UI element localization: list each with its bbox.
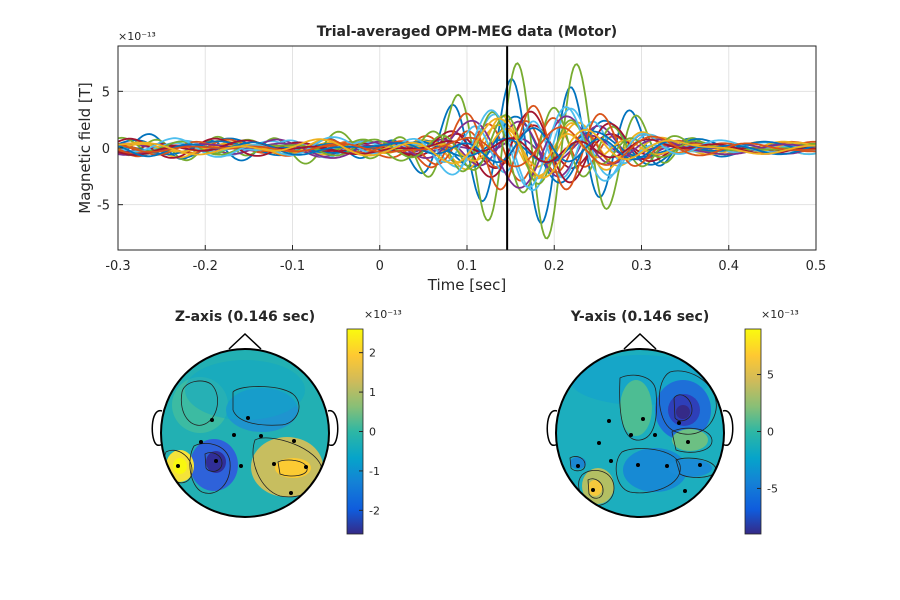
- topoplot-z-nose: [228, 332, 262, 350]
- topoplot-z-sensors: [176, 416, 308, 495]
- timeseries-y-ticks: 5 0 -5: [97, 85, 123, 214]
- topoplot-z: Z-axis (0.146 sec): [151, 308, 402, 535]
- topoplot-y-map: [556, 349, 724, 517]
- timeseries-y-exponent: ×10⁻¹³: [118, 30, 156, 43]
- colorbar-y-exponent: ×10⁻¹³: [761, 308, 799, 321]
- colorbar-tick-label: -5: [767, 482, 778, 495]
- series-line: [118, 104, 816, 191]
- timeseries-panel: -0.3 -0.2 -0.1 0 0.1 0.2 0.3 0.4 0.5 5 0 -5 Trial-…: [76, 24, 826, 294]
- topoplot-y-head-outline: [555, 348, 725, 518]
- topoplot-z-title: Z-axis (0.146 sec): [175, 309, 315, 325]
- colorbar-tick-label: -2: [369, 504, 380, 517]
- topoplot-y-title: Y-axis (0.146 sec): [570, 309, 709, 325]
- colorbar-tick-label: 0: [767, 426, 774, 439]
- x-tick-label: -0.2: [193, 259, 218, 274]
- y-tick-label: 0: [102, 142, 110, 157]
- x-tick-label: 0.1: [457, 259, 478, 274]
- y-tick-label: 5: [102, 85, 110, 100]
- colorbar-z-ticks: 2 1 0 -1 -2: [359, 347, 380, 517]
- colorbar-tick-label: 0: [369, 426, 376, 439]
- topoplot-y-sensors: [576, 417, 702, 493]
- series-line: [118, 114, 816, 185]
- colorbar-tick-label: 1: [369, 386, 376, 399]
- topoplot-z-map: [161, 349, 329, 517]
- colorbar-tick-label: 5: [767, 369, 774, 382]
- topoplot-y-nose: [623, 332, 657, 350]
- colorbar-tick-label: -1: [369, 465, 380, 478]
- timeseries-ylabel: Magnetic field [T]: [76, 82, 94, 213]
- x-tick-label: -0.3: [105, 259, 130, 274]
- colorbar-z-exponent: ×10⁻¹³: [364, 308, 402, 321]
- x-tick-label: 0.5: [806, 259, 827, 274]
- colorbar-tick-label: 2: [369, 347, 376, 360]
- colorbar-y-ticks: 5 0 -5: [757, 369, 778, 495]
- timeseries-xlabel: Time [sec]: [427, 276, 506, 294]
- timeseries-lines: [118, 62, 816, 240]
- timeseries-title: Trial-averaged OPM-MEG data (Motor): [317, 24, 617, 40]
- x-tick-label: -0.1: [280, 259, 305, 274]
- x-tick-label: 0.4: [718, 259, 739, 274]
- x-tick-label: 0.2: [544, 259, 565, 274]
- series-line: [118, 117, 816, 179]
- y-tick-label: -5: [97, 199, 110, 214]
- topoplot-y: Y-axis (0.146 sec): [546, 308, 799, 535]
- x-tick-label: 0.3: [631, 259, 652, 274]
- topoplot-z-head-outline: [160, 348, 330, 518]
- timeseries-x-ticks: -0.3 -0.2 -0.1 0 0.1 0.2 0.3 0.4 0.5: [105, 245, 826, 274]
- x-tick-label: 0: [376, 259, 384, 274]
